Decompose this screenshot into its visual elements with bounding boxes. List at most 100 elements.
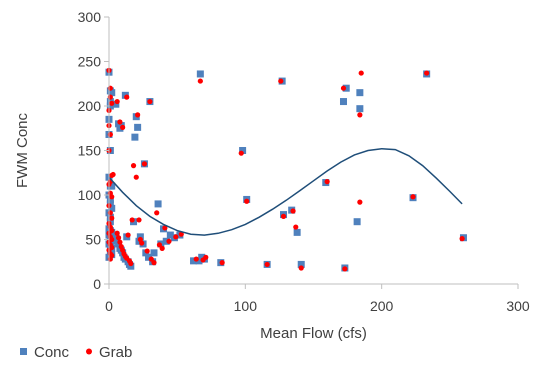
- legend-grab-marker: [86, 348, 92, 355]
- grab-point: [238, 150, 244, 156]
- grab-point: [133, 174, 139, 180]
- grab-point: [136, 217, 142, 223]
- conc-point: [166, 231, 174, 239]
- x-tick-label: 300: [506, 298, 530, 314]
- grab-point: [130, 163, 137, 169]
- grab-point: [340, 85, 347, 91]
- y-tick-label: 100: [78, 187, 102, 203]
- grab-point: [203, 254, 209, 260]
- grab-point: [424, 70, 430, 76]
- conc-point: [239, 147, 247, 154]
- grab-point: [324, 179, 330, 185]
- grab-point: [459, 236, 465, 242]
- y-axis-title: FWM Conc: [14, 113, 31, 189]
- grab-point: [219, 260, 225, 266]
- conc-point: [195, 257, 203, 265]
- conc-point: [106, 102, 114, 110]
- x-tick-label: 200: [370, 298, 394, 314]
- grab-point: [154, 210, 160, 216]
- grab-point: [135, 112, 141, 118]
- y-tick-label: 250: [78, 54, 102, 70]
- y-tick-label: 150: [78, 143, 102, 159]
- conc-point: [145, 253, 153, 261]
- grab-point: [193, 256, 199, 262]
- grab-point: [264, 261, 270, 268]
- conc-point: [112, 100, 120, 108]
- grab-point: [178, 231, 184, 237]
- y-tick-label: 300: [78, 9, 102, 25]
- grab-point: [280, 213, 287, 219]
- grab-point: [120, 124, 126, 130]
- grab-point: [147, 98, 153, 105]
- conc-point: [127, 262, 135, 270]
- y-tick-label: 50: [85, 232, 101, 248]
- grab-point: [148, 256, 154, 262]
- grab-point: [244, 198, 250, 204]
- conc-point: [339, 98, 347, 106]
- conc-point: [353, 218, 361, 226]
- trendline: [108, 147, 463, 236]
- x-tick-label: 100: [234, 298, 258, 314]
- legend-conc-marker: [20, 348, 27, 355]
- conc-point: [108, 182, 116, 190]
- conc-point: [108, 89, 116, 97]
- grab-point: [139, 240, 145, 246]
- x-axis-title: Mean Flow (cfs): [260, 325, 367, 342]
- grab-point: [173, 234, 179, 240]
- grab-point: [129, 217, 135, 223]
- conc-point: [106, 195, 114, 203]
- grab-point: [114, 98, 120, 105]
- grab-point: [197, 78, 203, 84]
- conc-point: [293, 228, 301, 236]
- axes: 0 50 100 150 200 250 300 0 100 200 300: [78, 9, 530, 314]
- conc-point: [134, 123, 142, 131]
- grab-point: [125, 232, 131, 238]
- grab-point: [358, 70, 364, 76]
- legend: Conc Grab: [20, 344, 132, 361]
- grab-point: [114, 230, 120, 236]
- grab-point: [128, 260, 134, 267]
- grab-point: [357, 112, 363, 118]
- grab-point: [293, 224, 299, 230]
- conc-point: [356, 105, 364, 113]
- grab-point: [144, 248, 150, 254]
- grab-point: [117, 119, 123, 125]
- legend-conc-label: Conc: [34, 344, 70, 361]
- grab-point: [110, 171, 116, 178]
- grab-point: [159, 245, 165, 251]
- grab-point: [115, 235, 122, 241]
- x-tick-label: 0: [105, 298, 113, 314]
- grab-point: [166, 238, 172, 244]
- conc-point: [136, 233, 144, 241]
- grab-point: [410, 194, 416, 200]
- grab-point: [109, 194, 115, 200]
- grab-point: [117, 239, 123, 245]
- grab-point: [290, 208, 296, 214]
- grab-point: [357, 199, 363, 205]
- conc-point: [162, 237, 170, 245]
- conc-point: [150, 249, 158, 257]
- grab-point: [109, 100, 115, 106]
- conc-point: [190, 257, 198, 265]
- conc-point: [196, 70, 204, 78]
- grab-point: [156, 242, 163, 248]
- conc-point: [154, 200, 162, 208]
- plot-area: [105, 67, 467, 272]
- grab-point: [109, 215, 115, 221]
- conc-point: [356, 89, 364, 97]
- grab-point: [162, 225, 168, 231]
- conc-point: [297, 260, 305, 268]
- conc-point: [342, 84, 350, 92]
- conc-point: [131, 133, 139, 141]
- grab-point: [141, 161, 148, 167]
- conc-point: [108, 204, 116, 212]
- y-tick-label: 200: [78, 98, 102, 114]
- grab-point: [342, 266, 348, 272]
- grab-point: [298, 265, 304, 271]
- grab-point: [278, 78, 284, 84]
- grab-point: [151, 260, 157, 266]
- y-tick-label: 0: [93, 276, 101, 292]
- grab-point: [124, 94, 130, 100]
- legend-grab-label: Grab: [99, 344, 132, 361]
